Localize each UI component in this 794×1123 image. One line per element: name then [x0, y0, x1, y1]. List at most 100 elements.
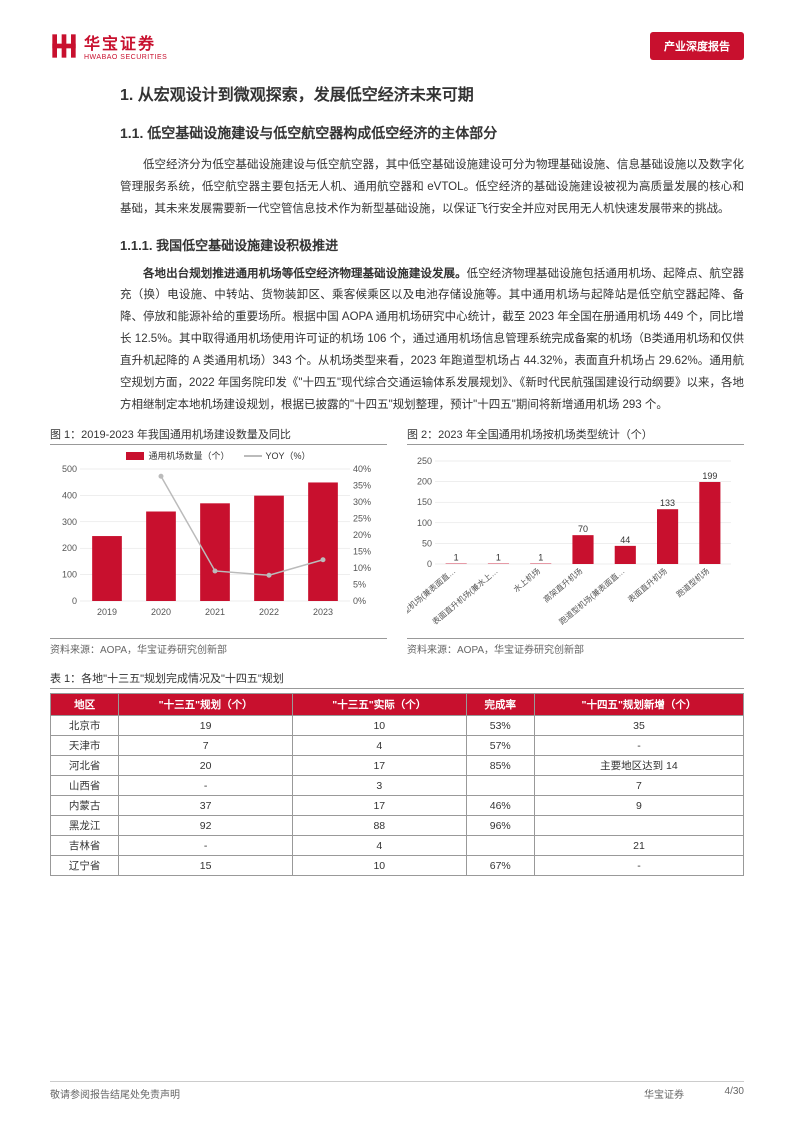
chart2-svg: 0501001502002501跑道型机场(兼表面直…1表面直升机场(兼水上…1… — [407, 449, 737, 634]
svg-text:0: 0 — [72, 596, 77, 606]
svg-text:5%: 5% — [353, 580, 366, 590]
table-cell: 10 — [292, 856, 466, 876]
table-row: 内蒙古371746%9 — [51, 796, 744, 816]
svg-text:1: 1 — [454, 553, 459, 563]
table-cell: 35 — [534, 716, 743, 736]
svg-text:199: 199 — [702, 471, 717, 481]
legend-bar-icon — [126, 452, 144, 460]
table-row: 黑龙江928896% — [51, 816, 744, 836]
svg-text:跑道型机场: 跑道型机场 — [674, 566, 711, 599]
heading-3: 1.1.1. 我国低空基础设施建设积极推进 — [120, 235, 744, 254]
table-cell: 67% — [466, 856, 534, 876]
svg-text:200: 200 — [62, 544, 77, 554]
svg-text:25%: 25% — [353, 514, 371, 524]
table-cell: 3 — [292, 776, 466, 796]
table-cell: - — [534, 856, 743, 876]
table-cell: 山西省 — [51, 776, 119, 796]
table-header: "十三五"实际（个） — [292, 694, 466, 716]
p2-bold: 各地出台规划推进通用机场等低空经济物理基础设施建设发展。 — [143, 268, 467, 280]
svg-text:300: 300 — [62, 517, 77, 527]
table-row: 山西省-3 7 — [51, 776, 744, 796]
svg-text:1: 1 — [538, 553, 543, 563]
chart-1: 图 1：2019-2023 年我国通用机场建设数量及同比 通用机场数量（个） Y… — [50, 426, 387, 656]
table-row: 辽宁省151067%- — [51, 856, 744, 876]
chart-2: 图 2：2023 年全国通用机场按机场类型统计（个） 0501001502002… — [407, 426, 744, 656]
table-title: 表 1：各地"十三五"规划完成情况及"十四五"规划 — [50, 670, 744, 689]
table-cell — [466, 836, 534, 856]
svg-text:30%: 30% — [353, 497, 371, 507]
svg-text:100: 100 — [62, 570, 77, 580]
svg-text:0: 0 — [427, 559, 432, 569]
legend-line-icon — [244, 455, 262, 457]
table-cell: 主要地区达到 14 — [534, 756, 743, 776]
logo-text-en: HWABAO SECURITIES — [84, 54, 167, 61]
svg-text:2022: 2022 — [259, 607, 279, 617]
svg-text:水上机场: 水上机场 — [511, 566, 542, 594]
svg-text:2023: 2023 — [313, 607, 333, 617]
table-row: 天津市7457%- — [51, 736, 744, 756]
table-cell — [466, 776, 534, 796]
p2-rest: 低空经济物理基础设施包括通用机场、起降点、航空器充（换）电设施、中转站、货物装卸… — [120, 268, 744, 411]
table-cell: 7 — [119, 736, 293, 756]
paragraph-1: 低空经济分为低空基础设施建设与低空航空器，其中低空基础设施建设可分为物理基础设施… — [120, 155, 744, 221]
page-header: 华宝证券 HWABAO SECURITIES 产业深度报告 — [50, 30, 744, 61]
table-cell: - — [534, 736, 743, 756]
table-header: 完成率 — [466, 694, 534, 716]
chart1-legend: 通用机场数量（个） YOY（%） — [50, 449, 387, 462]
table-cell: 21 — [534, 836, 743, 856]
table-cell: 88 — [292, 816, 466, 836]
heading-2: 1.1. 低空基础设施建设与低空航空器构成低空经济的主体部分 — [120, 123, 744, 143]
svg-text:10%: 10% — [353, 563, 371, 573]
table-row: 吉林省-421 — [51, 836, 744, 856]
table-cell: 46% — [466, 796, 534, 816]
svg-text:70: 70 — [578, 525, 588, 535]
table-cell: 17 — [292, 796, 466, 816]
chart2-title: 图 2：2023 年全国通用机场按机场类型统计（个） — [407, 426, 744, 445]
report-tag: 产业深度报告 — [650, 32, 744, 60]
chart1-source: 资料来源：AOPA，华宝证券研究创新部 — [50, 638, 387, 656]
logo-text-cn: 华宝证券 — [84, 30, 167, 54]
legend-line-label: YOY（%） — [266, 449, 311, 462]
table-cell: 4 — [292, 736, 466, 756]
table-cell: 辽宁省 — [51, 856, 119, 876]
table-cell: 内蒙古 — [51, 796, 119, 816]
paragraph-2: 各地出台规划推进通用机场等低空经济物理基础设施建设发展。低空经济物理基础设施包括… — [120, 264, 744, 417]
table-cell: - — [119, 776, 293, 796]
table-cell: 吉林省 — [51, 836, 119, 856]
table-cell: 10 — [292, 716, 466, 736]
table-cell: 96% — [466, 816, 534, 836]
svg-text:2021: 2021 — [205, 607, 225, 617]
svg-text:2019: 2019 — [97, 607, 117, 617]
chart1-title: 图 1：2019-2023 年我国通用机场建设数量及同比 — [50, 426, 387, 445]
table-row: 河北省201785%主要地区达到 14 — [51, 756, 744, 776]
svg-text:15%: 15% — [353, 547, 371, 557]
table-header: 地区 — [51, 694, 119, 716]
table-cell: 19 — [119, 716, 293, 736]
chart2-source: 资料来源：AOPA，华宝证券研究创新部 — [407, 638, 744, 656]
table-header: "十四五"规划新增（个） — [534, 694, 743, 716]
svg-text:250: 250 — [417, 456, 432, 466]
page-footer: 敬请参阅报告结尾处免责声明 华宝证券 4/30 — [50, 1081, 744, 1101]
table-cell: 7 — [534, 776, 743, 796]
svg-text:133: 133 — [660, 499, 675, 509]
table-cell: 17 — [292, 756, 466, 776]
svg-text:44: 44 — [620, 535, 630, 545]
table-cell: 黑龙江 — [51, 816, 119, 836]
svg-text:2020: 2020 — [151, 607, 171, 617]
chart1-svg: 01002003004005000%5%10%15%20%25%30%35%40… — [50, 464, 380, 619]
table-header: "十三五"规划（个） — [119, 694, 293, 716]
table-cell: 15 — [119, 856, 293, 876]
table-cell: 37 — [119, 796, 293, 816]
svg-text:0%: 0% — [353, 596, 366, 606]
table-cell: 4 — [292, 836, 466, 856]
charts-row: 图 1：2019-2023 年我国通用机场建设数量及同比 通用机场数量（个） Y… — [50, 426, 744, 656]
table-row: 北京市191053%35 — [51, 716, 744, 736]
svg-text:20%: 20% — [353, 530, 371, 540]
table-cell: 20 — [119, 756, 293, 776]
legend-bar-label: 通用机场数量（个） — [148, 449, 229, 462]
svg-text:400: 400 — [62, 491, 77, 501]
svg-text:500: 500 — [62, 464, 77, 474]
svg-text:表面直升机场: 表面直升机场 — [626, 566, 669, 605]
table-cell: 9 — [534, 796, 743, 816]
svg-text:1: 1 — [496, 553, 501, 563]
